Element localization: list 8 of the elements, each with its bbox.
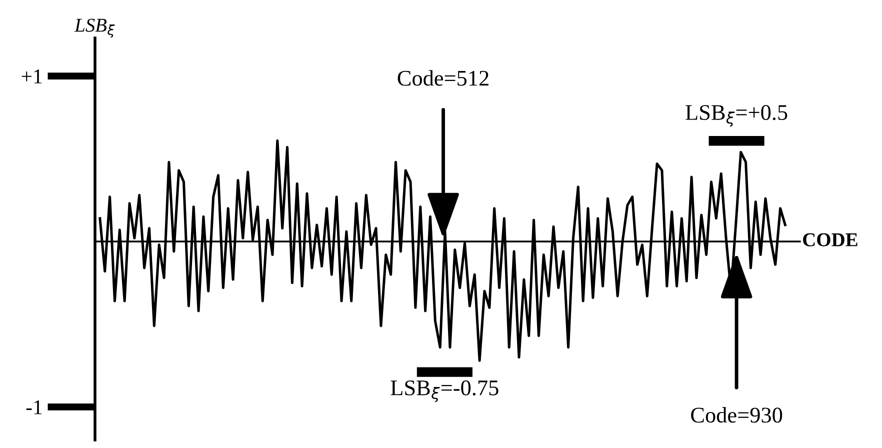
y-axis-title: LSB$_{ξ}$ [74,18,115,38]
y-tick-label: +1 [22,70,42,84]
annotation: LSB$_{ξ}$=-0.75 [390,380,498,402]
y-tick-label: -1 [26,400,42,414]
annotation: Code=512 [398,70,488,86]
x-axis-title: CODE [803,233,858,246]
annotation: LSB$_{ξ}$=+0.5 [686,105,788,127]
annotation: Code=930 [691,407,782,423]
